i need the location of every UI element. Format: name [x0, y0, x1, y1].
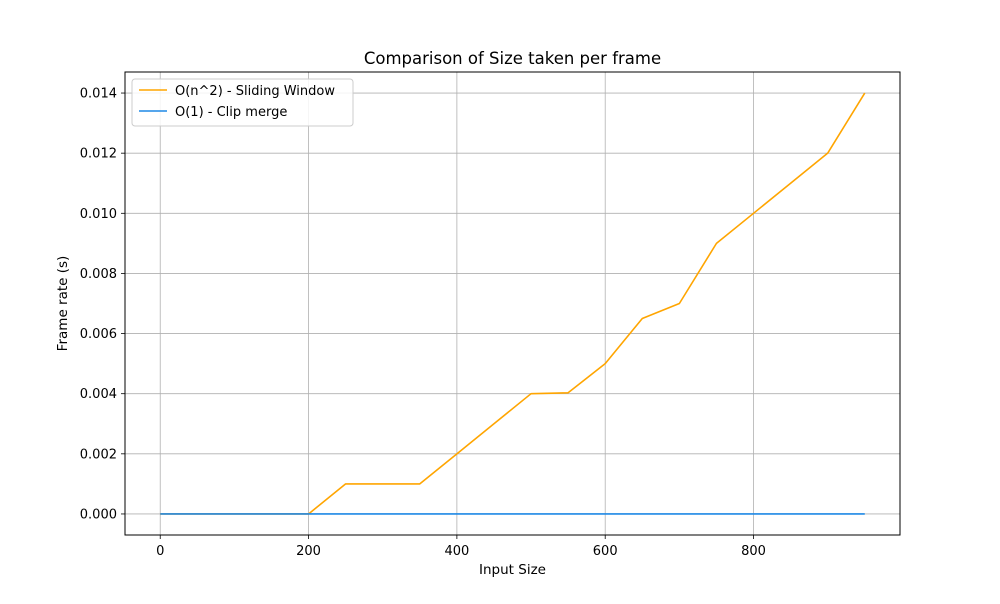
y-tick-label: 0.004 — [80, 387, 117, 402]
y-axis-label: Frame rate (s) — [55, 256, 71, 352]
grid-lines — [125, 72, 900, 535]
legend-label-clip-merge: O(1) - Clip merge — [175, 105, 287, 120]
series-lines — [160, 92, 866, 515]
x-axis-label: Input Size — [479, 562, 546, 578]
axis-ticks: 0 200 400 600 800 0.000 0.002 0.004 0.006 0.008 0.… — [80, 87, 766, 559]
y-tick-label: 0.008 — [80, 267, 117, 282]
y-tick-label: 0.012 — [80, 147, 117, 162]
chart-title: Comparison of Size taken per frame — [364, 49, 661, 68]
y-tick-label: 0.010 — [80, 207, 117, 222]
x-tick-label: 400 — [444, 544, 469, 559]
x-tick-label: 200 — [296, 544, 321, 559]
y-tick-label: 0.000 — [80, 507, 117, 522]
x-tick-label: 600 — [593, 544, 618, 559]
legend-box — [131, 78, 354, 127]
y-tick-label: 0.002 — [80, 447, 117, 462]
legend: O(n^2) - Sliding Window O(1) - Clip merg… — [131, 78, 354, 127]
y-tick-label: 0.014 — [80, 87, 117, 102]
x-tick-label: 0 — [156, 544, 164, 559]
x-tick-label: 800 — [741, 544, 766, 559]
legend-label-sliding-window: O(n^2) - Sliding Window — [175, 84, 335, 99]
y-tick-label: 0.006 — [80, 327, 117, 342]
plot-frame — [124, 71, 901, 536]
